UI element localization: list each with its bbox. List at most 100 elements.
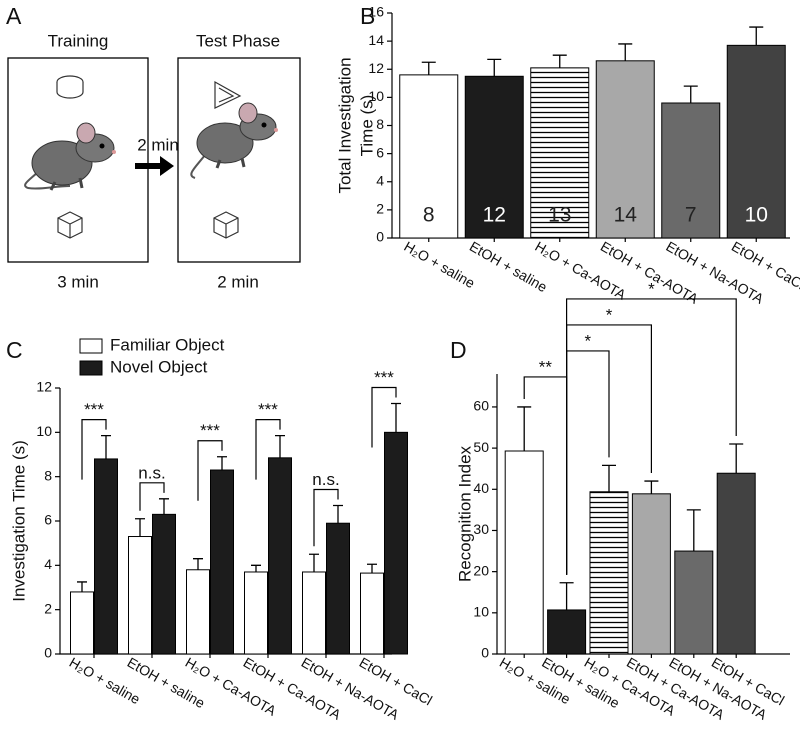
bar (547, 609, 587, 655)
x-tick-label: EtOH + Na-AOTA (299, 654, 403, 723)
error-bar (101, 435, 111, 459)
error-bar (275, 435, 285, 458)
bar (661, 102, 721, 239)
y-tick-label: 10 (473, 604, 489, 620)
y-axis-label: Recognition Index (455, 445, 474, 582)
mouse (190, 102, 278, 179)
object (56, 75, 84, 99)
bar (152, 513, 176, 655)
arena (7, 57, 149, 263)
error-bar (683, 85, 698, 103)
error-bar (602, 464, 616, 492)
bar (530, 67, 590, 239)
arrow (135, 156, 174, 176)
duration-label: 3 min (57, 272, 99, 291)
error-bar (729, 443, 744, 474)
y-tick-label: 4 (44, 556, 52, 572)
error-bar (618, 43, 633, 61)
y-tick-label: 0 (376, 229, 384, 245)
bar (94, 458, 118, 655)
legend-label: Familiar Object (110, 335, 225, 354)
significance-bracket (566, 298, 737, 575)
bar (726, 44, 786, 239)
panel-label: D (450, 337, 467, 363)
error-bar (217, 456, 227, 471)
error-bar (552, 54, 567, 68)
bar (631, 493, 671, 655)
significance-bracket (197, 440, 223, 501)
y-tick-label: 16 (368, 4, 384, 20)
significance-label: ** (539, 357, 553, 376)
error-bar (686, 509, 701, 552)
x-tick-label: EtOH + Ca-AOTA (241, 654, 345, 723)
error-bar (517, 406, 532, 451)
arena (177, 57, 301, 263)
significance-label: * (606, 305, 613, 324)
bar (716, 472, 756, 655)
significance-label: n.s. (138, 463, 165, 482)
significance-label: *** (258, 400, 278, 419)
error-bar (251, 564, 261, 572)
arrow-label: 2 min (137, 135, 179, 154)
bar (70, 591, 94, 655)
significance-bracket (313, 488, 339, 547)
object (213, 211, 239, 239)
diagram-title: Test Phase (196, 31, 280, 50)
y-tick-label: 60 (473, 398, 489, 414)
panel-label: A (6, 3, 22, 29)
diagram-title: Training (48, 31, 109, 50)
bar (186, 569, 210, 655)
x-tick-label: H₂O + saline (401, 238, 478, 291)
bar (504, 450, 544, 655)
significance-label: * (584, 331, 591, 350)
y-tick-label: 6 (376, 144, 384, 160)
bar (210, 469, 234, 655)
error-bar (333, 504, 343, 524)
error-bar (193, 558, 203, 570)
bar (360, 572, 384, 655)
y-tick-label: 20 (473, 562, 489, 578)
error-bar (391, 402, 401, 433)
panel-label: C (6, 337, 23, 363)
y-tick-label: 6 (44, 512, 52, 528)
bar (244, 571, 268, 655)
error-bar (644, 480, 659, 494)
error-bar (487, 58, 502, 77)
error-bar (135, 518, 145, 537)
error-bar (367, 563, 377, 574)
significance-bracket (371, 386, 397, 448)
y-axis-label: Time (s) (357, 95, 376, 157)
mouse (24, 122, 116, 191)
bar (302, 571, 326, 655)
y-tick-label: 40 (473, 480, 489, 496)
bar (674, 550, 714, 655)
y-tick-label: 14 (368, 32, 384, 48)
significance-bracket (81, 419, 107, 480)
y-axis-label: Total Investigation (335, 57, 354, 193)
bar (268, 457, 292, 655)
diagram: A Training Test Phase 3 min 2 min 2 min (6, 3, 301, 291)
panel-label: B (360, 3, 375, 29)
sample-size: 7 (685, 204, 697, 227)
object (57, 211, 83, 239)
error-bar (309, 553, 319, 572)
bar (589, 491, 629, 655)
error-bar (421, 61, 436, 75)
error-bar (559, 582, 574, 610)
y-tick-label: 30 (473, 521, 489, 537)
bar (595, 60, 655, 239)
significance-bracket (139, 482, 165, 511)
y-tick-label: 2 (44, 600, 52, 616)
y-tick-label: 50 (473, 439, 489, 455)
bar (128, 536, 152, 655)
y-axis-label: Investigation Time (s) (9, 440, 28, 602)
legend-label: Novel Object (110, 357, 208, 376)
y-tick-label: 12 (368, 60, 384, 76)
y-tick-label: 2 (376, 201, 384, 217)
bar (326, 522, 350, 655)
object (214, 80, 242, 109)
significance-label: *** (374, 368, 394, 387)
sample-size: 8 (423, 204, 435, 227)
significance-label: n.s. (312, 470, 339, 489)
